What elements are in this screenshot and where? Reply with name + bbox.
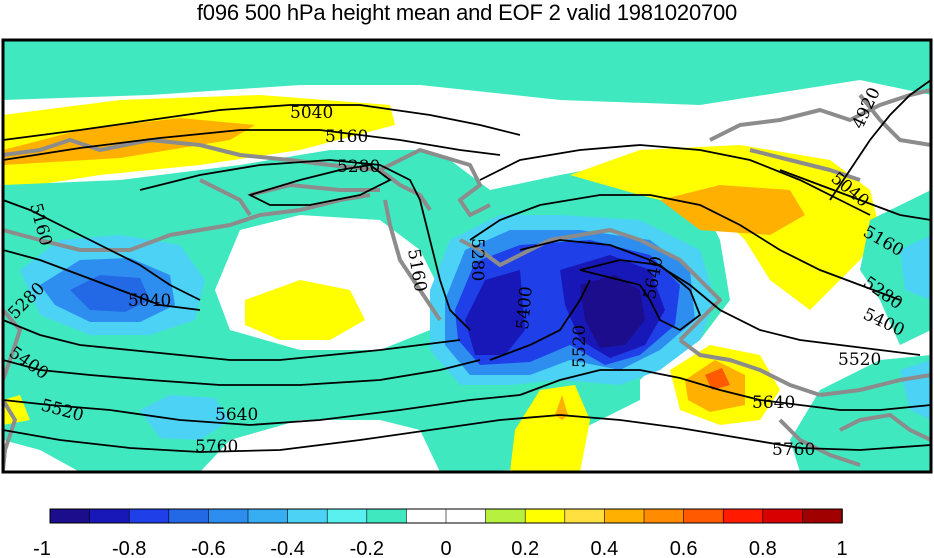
colorbar-swatch — [247, 508, 289, 524]
colorbar-swatch — [604, 508, 645, 524]
colorbar-tick-label: -0.2 — [350, 538, 384, 558]
colorbar-tick-label: 0 — [440, 538, 451, 558]
contour-label: 5760 — [195, 437, 238, 457]
colorbar-swatch — [49, 508, 91, 524]
colorbar-tick-label: -0.4 — [270, 538, 304, 558]
contour-label: 5640 — [215, 405, 258, 425]
colorbar-swatch — [643, 508, 685, 524]
colorbar-tick-label: 0.6 — [670, 538, 698, 558]
colorbar-tick-label: 0.8 — [749, 538, 777, 558]
contour-label: 5400 — [513, 286, 537, 331]
colorbar-swatch — [445, 508, 487, 524]
colorbar-swatch — [762, 508, 804, 524]
shaded-region-darkblue — [465, 270, 525, 355]
colorbar-swatch — [326, 508, 368, 524]
map-frame — [1, 38, 933, 474]
shaded-region-yellow — [570, 145, 880, 310]
colorbar-swatches — [49, 508, 843, 524]
shaded-region-blue — [70, 275, 150, 312]
colorbar-tick-label: 1 — [836, 538, 847, 558]
height-contours — [3, 79, 931, 453]
colorbar-swatch — [802, 508, 843, 524]
colorbar-swatch — [683, 508, 724, 524]
contour-label: 5520 — [838, 350, 881, 370]
colorbar-swatch — [89, 508, 130, 524]
colorbar-tick-label: -0.8 — [112, 538, 146, 558]
colorbar-swatch — [128, 508, 170, 524]
colorbar-tick-label: -0.6 — [191, 538, 225, 558]
shaded-region-yellow — [245, 280, 365, 340]
contour-label: 5640 — [752, 393, 795, 413]
colorbar-swatch — [564, 508, 606, 524]
colorbar-swatch — [485, 508, 527, 524]
shaded-region-red — [705, 368, 730, 390]
colorbar-swatch — [208, 508, 249, 524]
shaded-region-yellow — [3, 395, 30, 425]
shaded-region-orange — [555, 395, 568, 420]
contour-label: 5280 — [337, 157, 380, 177]
colorbar-swatch — [366, 508, 408, 524]
colorbar-swatch — [406, 508, 447, 524]
colorbar-swatch — [722, 508, 764, 524]
shaded-region-lightblue — [900, 235, 931, 300]
shaded-region-darkest — [580, 275, 645, 348]
colorbar-border — [49, 508, 843, 524]
shaded-region-neutral — [470, 115, 600, 150]
colorbar-tick-label: -1 — [33, 538, 51, 558]
shaded-region-turquoise — [860, 190, 931, 345]
contour-label: 5160 — [325, 127, 368, 147]
coastlines — [3, 88, 931, 471]
colorbar-swatch — [524, 508, 566, 524]
map-panel: 5040 5160 5280 5160 5280 5040 5160 5280 … — [1, 38, 933, 474]
map-title: f096 500 hPa height mean and EOF 2 valid… — [196, 0, 738, 25]
shaded-region-lightblue — [140, 395, 230, 440]
colorbar-tick-labels: -1 -0.8 -0.6 -0.4 -0.2 0 0.2 0.4 0.6 0.8 1 — [33, 538, 847, 558]
contour-label: 5040 — [290, 103, 333, 123]
contour-label: 5280 — [467, 238, 487, 281]
colorbar-swatch — [168, 508, 210, 524]
shaded-region-yellow — [510, 385, 590, 472]
contour-label: 5520 — [570, 325, 590, 368]
colorbar: -1 -0.8 -0.6 -0.4 -0.2 0 0.2 0.4 0.6 0.8 1 — [33, 508, 848, 558]
contour-label: 5040 — [128, 291, 171, 311]
shaded-region-positive-small — [3, 40, 931, 105]
shaded-region-turquoise — [790, 355, 931, 472]
contour-label: 5760 — [772, 440, 815, 460]
colorbar-tick-label: 0.2 — [511, 538, 539, 558]
shaded-region-orange — [660, 185, 805, 235]
colorbar-tick-label: 0.4 — [590, 538, 618, 558]
colorbar-swatch — [287, 508, 329, 524]
